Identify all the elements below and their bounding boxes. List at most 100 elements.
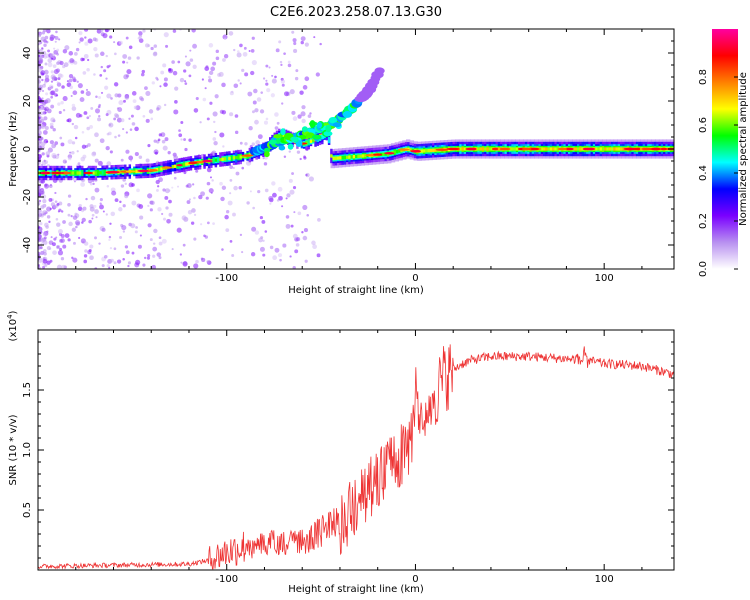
spectrogram-speckle xyxy=(56,52,59,56)
spectrogram-hotspot xyxy=(465,147,477,151)
spectrogram-speckle xyxy=(261,220,266,224)
spectrogram-speckle xyxy=(133,105,138,110)
spectrogram-cell xyxy=(477,147,480,151)
spectrogram-speckle xyxy=(62,96,68,102)
spectrogram-speckle xyxy=(262,253,266,257)
spectrogram-speckle xyxy=(171,60,175,64)
spectrogram-speckle xyxy=(301,231,304,234)
spectrogram-speckle xyxy=(42,258,48,264)
spectrogram-speckle xyxy=(214,130,217,134)
spectrogram-speckle xyxy=(82,154,87,159)
spectrogram-speckle xyxy=(44,111,47,114)
spectrogram-cell xyxy=(547,147,551,151)
spectrogram-speckle xyxy=(105,113,109,117)
spectrogram-speckle xyxy=(163,103,167,107)
spectrogram-speckle xyxy=(251,226,257,232)
y-tick-label: 0.5 xyxy=(22,502,33,518)
spectrogram-speckle xyxy=(181,215,187,221)
spectrogram-cell xyxy=(223,157,227,161)
spectrogram-speckle xyxy=(80,182,86,187)
spectrogram-speckle xyxy=(286,193,291,198)
spectrogram-speckle xyxy=(150,200,155,206)
spectrogram-speckle xyxy=(153,44,158,48)
spectrogram-speckle xyxy=(208,70,214,76)
spectrogram-speckle xyxy=(95,95,98,99)
spectrogram-hotspot xyxy=(384,152,395,155)
spectrogram-speckle xyxy=(38,116,41,119)
spectrogram-speckle xyxy=(288,150,291,153)
spectrogram-hotspot xyxy=(410,150,421,153)
x-tick-label: 100 xyxy=(595,273,614,284)
spectrogram-speckle xyxy=(40,36,46,42)
spectrogram-speckle xyxy=(269,202,272,205)
spectrogram-cell xyxy=(99,171,102,175)
spectrogram-speckle xyxy=(291,30,295,34)
spectrogram-speckle xyxy=(138,38,144,43)
spectrogram-speckle xyxy=(270,93,275,98)
spectrogram-speckle xyxy=(87,38,93,44)
colorbar-label: Normalized spectral amplitude xyxy=(738,72,749,226)
spectrogram-speckle xyxy=(54,88,59,92)
spectrogram-speckle xyxy=(168,189,171,192)
spectrogram-speckle xyxy=(128,45,133,50)
spectrogram-speckle xyxy=(114,198,119,203)
spectrogram-speckle xyxy=(316,253,321,258)
spectrogram-speckle xyxy=(104,85,109,90)
spectrogram-cell xyxy=(420,149,424,153)
spectrogram-speckle xyxy=(110,211,116,217)
spectrogram-speckle xyxy=(97,160,103,166)
spectrogram-branch-blob xyxy=(290,136,298,142)
spectrogram-speckle xyxy=(71,106,77,111)
spectrogram-speckle xyxy=(106,65,110,69)
spectrogram-speckle xyxy=(39,40,43,45)
spectrogram-speckle xyxy=(303,228,308,233)
spectrogram-cell xyxy=(615,147,618,151)
spectrogram-speckle xyxy=(59,247,63,251)
spectrogram-speckle xyxy=(113,82,119,87)
spectrogram-speckle xyxy=(122,127,125,131)
spectrogram-speckle xyxy=(69,151,72,154)
spectrogram-speckle xyxy=(229,240,233,243)
spectrogram-cell xyxy=(432,148,435,153)
spectrogram-speckle xyxy=(129,128,133,131)
spectrogram-speckle xyxy=(100,51,105,57)
spectrogram-speckle xyxy=(229,178,233,182)
spectrogram-speckle xyxy=(56,48,60,52)
spectrogram-speckle xyxy=(289,189,295,195)
spectrogram-speckle xyxy=(40,250,45,256)
spectrogram-speckle xyxy=(153,228,158,234)
spectrogram-cell xyxy=(357,154,360,159)
spectrogram-speckle xyxy=(313,36,316,39)
spectrogram-cell xyxy=(341,155,344,160)
spectrogram-speckle xyxy=(239,82,242,85)
spectrogram-cell xyxy=(173,164,177,168)
spectrogram-speckle xyxy=(231,253,235,257)
spectrogram-speckle xyxy=(274,112,279,117)
spectrogram-speckle xyxy=(283,155,287,158)
spectrogram-speckle xyxy=(99,138,105,144)
x-tick-label: -100 xyxy=(215,273,238,284)
spectrogram-speckle xyxy=(165,44,169,48)
spectrogram-speckle xyxy=(47,150,51,153)
spectrogram-speckle xyxy=(72,215,78,220)
spectrogram-speckle xyxy=(269,245,274,250)
spectrogram-speckle xyxy=(162,63,167,68)
spectrogram-speckle xyxy=(105,145,110,151)
spectrogram-cell xyxy=(486,147,489,151)
spectrogram-panel: -100 0 100 -40 -20 0 20 40 Height of straight l… xyxy=(8,28,675,296)
spectrogram-speckle xyxy=(195,169,199,173)
spectrogram-speckle xyxy=(71,141,76,145)
spectrogram-speckle xyxy=(291,172,295,175)
spectrogram-speckle xyxy=(130,159,133,162)
spectrogram-cell xyxy=(574,147,578,151)
spectrogram-branch-blob xyxy=(317,121,323,129)
spectrogram-speckle xyxy=(72,90,78,96)
spectrogram-speckle xyxy=(265,82,269,86)
spectrogram-speckle xyxy=(265,117,269,121)
spectrogram-speckle xyxy=(49,183,53,187)
colorbar-tick-label: 0.0 xyxy=(698,261,709,277)
spectrogram-speckle xyxy=(127,261,132,265)
spectrogram-speckle xyxy=(55,217,59,221)
spectrogram-speckle xyxy=(174,86,179,91)
spectrogram-speckle xyxy=(303,156,307,160)
